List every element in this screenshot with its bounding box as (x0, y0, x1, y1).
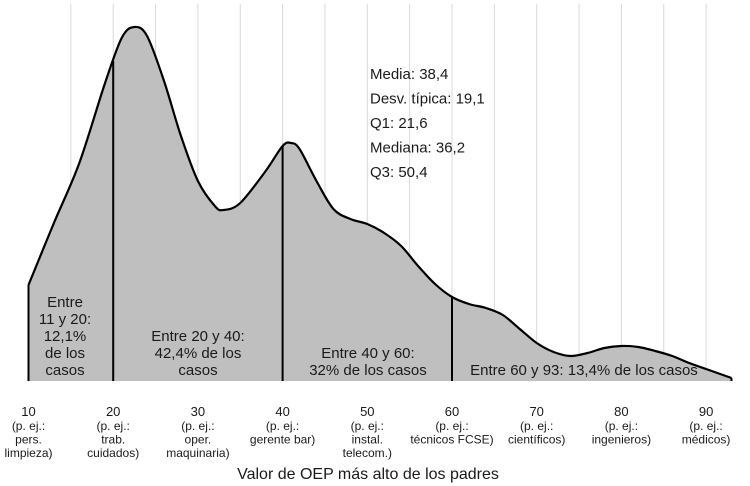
x-tick-example: (p. ej.: oper. maquinaria) (166, 419, 229, 460)
x-tick-label: 50 (360, 404, 374, 419)
x-tick-example: (p. ej.: pers. limpieza) (4, 419, 52, 460)
segment-boundaries (112, 61, 453, 381)
x-axis-ticks: 10(p. ej.: pers. limpieza) 20(p. ej.: trab. c… (4, 404, 730, 460)
x-tick-example: (p. ej.: instal. telecom.) (343, 419, 392, 460)
segment-label: Entre 60 y 93: 13,4% de los casos (470, 362, 698, 379)
x-tick-example: (p. ej.: ingenieros) (592, 419, 651, 447)
stats-box: Media: 38,4 Desv. típica: 19,1 Q1: 21,6 Med… (370, 66, 485, 181)
stat-line: Q1: 21,6 (370, 115, 428, 132)
x-tick-label: 20 (106, 404, 120, 419)
segment-labels: Entre 11 y 20: 12,1% de los casos Entre 20 y … (39, 294, 698, 379)
density-fill (28, 26, 732, 381)
x-tick-example: (p. ej.: técnicos FCSE) (410, 419, 493, 447)
stat-line: Q3: 50,4 (370, 164, 428, 181)
stat-line: Desv. típica: 19,1 (370, 91, 485, 108)
x-tick-label: 10 (21, 404, 35, 419)
x-tick-example: (p. ej.: gerente bar) (250, 419, 315, 447)
x-tick-label: 30 (191, 404, 205, 419)
x-tick-label: 90 (699, 404, 713, 419)
stat-line: Mediana: 36,2 (370, 140, 465, 157)
segment-label: Entre 40 y 60: 32% de los casos (309, 345, 427, 379)
x-tick-example: (p. ej.: científicos) (508, 419, 565, 447)
x-axis-label: Valor de OEP más alto de los padres (237, 466, 499, 483)
x-tick-example: (p. ej.: trab. cuidados) (87, 419, 139, 460)
x-tick-example: (p. ej.: médicos) (682, 419, 731, 447)
x-tick-label: 80 (614, 404, 628, 419)
x-tick-label: 70 (529, 404, 543, 419)
x-tick-label: 60 (445, 404, 459, 419)
segment-label: Entre 11 y 20: 12,1% de los casos (39, 294, 91, 379)
stat-line: Media: 38,4 (370, 66, 448, 83)
density-area (27, 25, 733, 381)
segment-label: Entre 20 y 40: 42,4% de los casos (151, 328, 244, 379)
x-tick-label: 40 (275, 404, 289, 419)
density-curve-line (27, 25, 732, 380)
